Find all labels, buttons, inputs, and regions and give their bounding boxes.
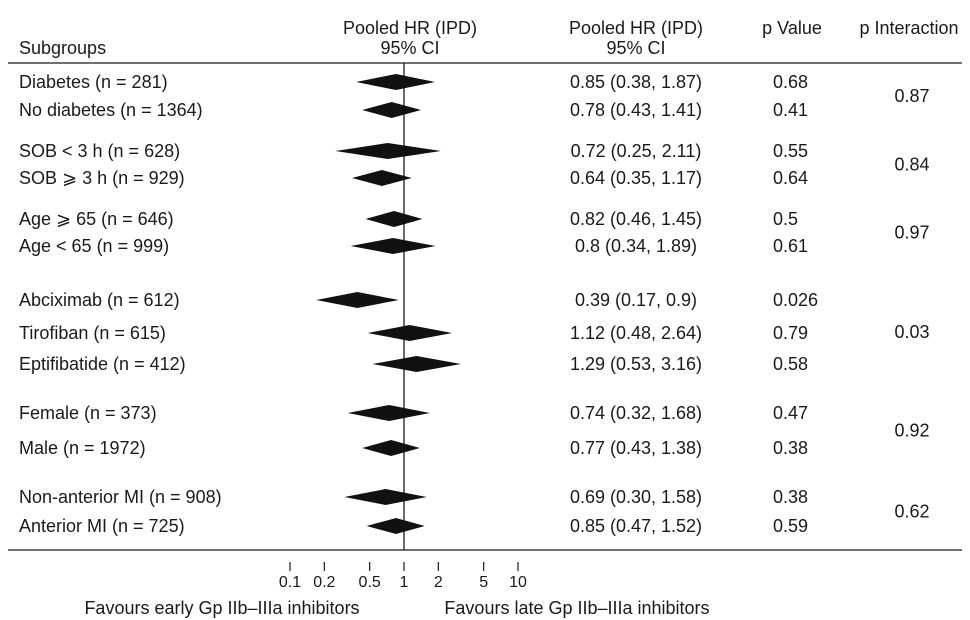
header-ci-line1: Pooled HR (IPD) bbox=[569, 18, 703, 38]
row-label: Age ⩾ 65 (n = 646) bbox=[19, 209, 174, 229]
hr-ci-value: 0.85 (0.38, 1.87) bbox=[570, 72, 702, 92]
row-label: Male (n = 1972) bbox=[19, 438, 146, 458]
p-interaction-value: 0.97 bbox=[894, 223, 929, 243]
row-label: Anterior MI (n = 725) bbox=[19, 516, 185, 536]
hr-diamond bbox=[367, 325, 453, 341]
p-interaction-value: 0.03 bbox=[894, 322, 929, 342]
x-tick-label: 0.1 bbox=[279, 574, 301, 591]
row-label: Female (n = 373) bbox=[19, 403, 157, 423]
header-p-value: p Value bbox=[762, 18, 822, 38]
row-label: Eptifibatide (n = 412) bbox=[19, 354, 186, 374]
p-value: 0.61 bbox=[773, 236, 808, 256]
x-tick-label: 5 bbox=[479, 574, 488, 591]
header-plot-hr-line2: 95% CI bbox=[380, 38, 439, 58]
hr-diamond bbox=[347, 405, 430, 421]
hr-ci-value: 0.82 (0.46, 1.45) bbox=[570, 209, 702, 229]
p-value: 0.68 bbox=[773, 72, 808, 92]
hr-diamond bbox=[344, 489, 427, 505]
header-plot-hr-line1: Pooled HR (IPD) bbox=[343, 18, 477, 38]
p-interaction-value: 0.92 bbox=[894, 421, 929, 441]
hr-ci-value: 0.74 (0.32, 1.68) bbox=[570, 403, 702, 423]
hr-ci-value: 0.85 (0.47, 1.52) bbox=[570, 516, 702, 536]
p-value: 0.5 bbox=[773, 209, 798, 229]
hr-diamond bbox=[335, 143, 441, 159]
row-label: Age < 65 (n = 999) bbox=[19, 236, 169, 256]
x-tick-label: 2 bbox=[434, 574, 443, 591]
hr-diamond bbox=[362, 102, 422, 118]
row-label: Abciximab (n = 612) bbox=[19, 290, 180, 310]
p-value: 0.41 bbox=[773, 100, 808, 120]
hr-ci-value: 0.77 (0.43, 1.38) bbox=[570, 438, 702, 458]
x-tick-label: 10 bbox=[509, 574, 527, 591]
p-value: 0.59 bbox=[773, 516, 808, 536]
header-p-interaction: p Interaction bbox=[859, 18, 958, 38]
x-tick-label: 1 bbox=[400, 574, 409, 591]
p-value: 0.47 bbox=[773, 403, 808, 423]
p-value: 0.55 bbox=[773, 141, 808, 161]
hr-diamond bbox=[365, 211, 423, 227]
hr-diamond bbox=[316, 292, 399, 308]
favours-late-label: Favours late Gp IIb–IIIa inhibitors bbox=[444, 598, 709, 618]
hr-ci-value: 0.69 (0.30, 1.58) bbox=[570, 487, 702, 507]
hr-diamond bbox=[366, 518, 425, 534]
hr-diamond bbox=[356, 74, 435, 90]
p-interaction-value: 0.84 bbox=[894, 155, 929, 175]
p-value: 0.79 bbox=[773, 323, 808, 343]
hr-diamond bbox=[352, 170, 412, 186]
row-label: Tirofiban (n = 615) bbox=[19, 323, 166, 343]
header-subgroups: Subgroups bbox=[19, 38, 106, 58]
p-value: 0.58 bbox=[773, 354, 808, 374]
hr-diamond bbox=[372, 356, 461, 372]
row-label: SOB ⩾ 3 h (n = 929) bbox=[19, 168, 185, 188]
p-value: 0.026 bbox=[773, 290, 818, 310]
hr-ci-value: 0.39 (0.17, 0.9) bbox=[575, 290, 697, 310]
header-ci-line2: 95% CI bbox=[606, 38, 665, 58]
x-tick-label: 0.5 bbox=[359, 574, 381, 591]
hr-diamond bbox=[350, 238, 436, 254]
x-axis: 0.1 0.2 0.5 1 2 5 10 bbox=[279, 562, 527, 591]
p-interaction-value: 0.62 bbox=[894, 502, 929, 522]
hr-ci-value: 0.78 (0.43, 1.41) bbox=[570, 100, 702, 120]
hr-ci-value: 0.8 (0.34, 1.89) bbox=[575, 236, 697, 256]
hr-diamond bbox=[362, 440, 420, 456]
hr-ci-value: 1.12 (0.48, 2.64) bbox=[570, 323, 702, 343]
x-tick-label: 0.2 bbox=[313, 574, 335, 591]
p-value: 0.64 bbox=[773, 168, 808, 188]
rows-layer: Diabetes (n = 281) 0.85 (0.38, 1.87) 0.68 N… bbox=[19, 63, 930, 550]
favours-early-label: Favours early Gp IIb–IIIa inhibitors bbox=[84, 598, 359, 618]
hr-ci-value: 0.72 (0.25, 2.11) bbox=[571, 141, 702, 161]
row-label: Non-anterior MI (n = 908) bbox=[19, 487, 222, 507]
row-label: No diabetes (n = 1364) bbox=[19, 100, 203, 120]
row-label: SOB < 3 h (n = 628) bbox=[19, 141, 180, 161]
p-value: 0.38 bbox=[773, 438, 808, 458]
p-value: 0.38 bbox=[773, 487, 808, 507]
row-label: Diabetes (n = 281) bbox=[19, 72, 168, 92]
p-interaction-value: 0.87 bbox=[894, 86, 929, 106]
hr-ci-value: 1.29 (0.53, 3.16) bbox=[570, 354, 702, 374]
hr-ci-value: 0.64 (0.35, 1.17) bbox=[570, 168, 702, 188]
